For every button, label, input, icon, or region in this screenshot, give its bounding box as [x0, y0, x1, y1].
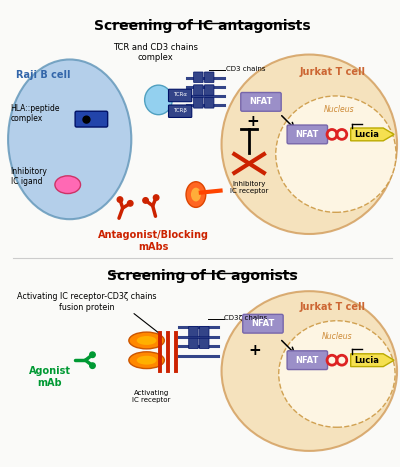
Text: Screening of IC antagonists: Screening of IC antagonists — [94, 19, 311, 33]
Text: CD3ζ chains: CD3ζ chains — [224, 315, 268, 321]
Circle shape — [128, 200, 133, 206]
Text: Activating IC receptor-CD3ζ chains
fusion protein: Activating IC receptor-CD3ζ chains fusio… — [17, 292, 156, 311]
Ellipse shape — [191, 188, 201, 201]
Text: TCRα: TCRα — [173, 92, 187, 98]
FancyBboxPatch shape — [75, 111, 108, 127]
FancyBboxPatch shape — [168, 89, 192, 102]
Ellipse shape — [137, 356, 156, 365]
Text: +: + — [249, 343, 262, 358]
FancyBboxPatch shape — [168, 105, 192, 118]
Ellipse shape — [129, 332, 164, 349]
Circle shape — [117, 197, 123, 202]
Text: Nucleus: Nucleus — [324, 105, 354, 114]
Circle shape — [153, 195, 159, 200]
Text: +: + — [247, 114, 260, 129]
FancyBboxPatch shape — [194, 98, 203, 108]
Ellipse shape — [129, 352, 164, 368]
Text: Inhibitory
IC igand: Inhibitory IC igand — [10, 167, 48, 186]
Circle shape — [90, 363, 95, 368]
Text: Nucleus: Nucleus — [322, 332, 352, 340]
FancyBboxPatch shape — [189, 338, 198, 349]
Ellipse shape — [145, 85, 172, 115]
FancyBboxPatch shape — [189, 326, 198, 337]
Text: NFAT: NFAT — [296, 356, 319, 365]
Circle shape — [143, 198, 148, 203]
Ellipse shape — [279, 321, 395, 427]
Text: NFAT: NFAT — [251, 319, 275, 328]
Circle shape — [83, 116, 90, 123]
FancyBboxPatch shape — [200, 338, 209, 349]
Text: CD3 chains: CD3 chains — [226, 66, 266, 72]
Text: Antagonist/Blocking
mAbs: Antagonist/Blocking mAbs — [98, 230, 209, 252]
Ellipse shape — [8, 59, 131, 219]
Ellipse shape — [276, 96, 396, 212]
Text: TCRβ: TCRβ — [173, 108, 187, 113]
FancyArrow shape — [351, 128, 394, 141]
Text: NFAT: NFAT — [249, 98, 273, 106]
FancyArrow shape — [351, 354, 394, 367]
Ellipse shape — [222, 55, 397, 234]
Text: Agonist
mAb: Agonist mAb — [29, 366, 71, 388]
Ellipse shape — [186, 182, 206, 207]
Text: Jurkat T cell: Jurkat T cell — [300, 302, 366, 312]
FancyBboxPatch shape — [204, 72, 214, 83]
Text: TCR and CD3 chains
complex: TCR and CD3 chains complex — [113, 42, 198, 62]
Circle shape — [90, 352, 95, 358]
Text: Screening of IC agonists: Screening of IC agonists — [108, 269, 298, 283]
Text: Jurkat T cell: Jurkat T cell — [300, 67, 366, 78]
Text: Raji B cell: Raji B cell — [16, 71, 70, 80]
Ellipse shape — [137, 336, 156, 345]
Text: Lucia: Lucia — [354, 356, 379, 365]
Ellipse shape — [222, 291, 397, 451]
Text: Activating
IC receptor: Activating IC receptor — [132, 390, 171, 403]
FancyBboxPatch shape — [200, 326, 209, 337]
Text: Lucia: Lucia — [354, 130, 379, 139]
FancyBboxPatch shape — [204, 98, 214, 108]
FancyBboxPatch shape — [243, 314, 283, 333]
Ellipse shape — [55, 176, 80, 193]
FancyBboxPatch shape — [194, 85, 203, 95]
FancyBboxPatch shape — [287, 351, 328, 369]
Text: Inhibitory
IC receptor: Inhibitory IC receptor — [230, 181, 268, 194]
FancyBboxPatch shape — [194, 72, 203, 83]
Text: HLA::peptide
complex: HLA::peptide complex — [10, 104, 60, 123]
FancyBboxPatch shape — [241, 92, 281, 111]
FancyBboxPatch shape — [287, 125, 328, 144]
FancyBboxPatch shape — [204, 85, 214, 95]
Text: NFAT: NFAT — [296, 130, 319, 139]
